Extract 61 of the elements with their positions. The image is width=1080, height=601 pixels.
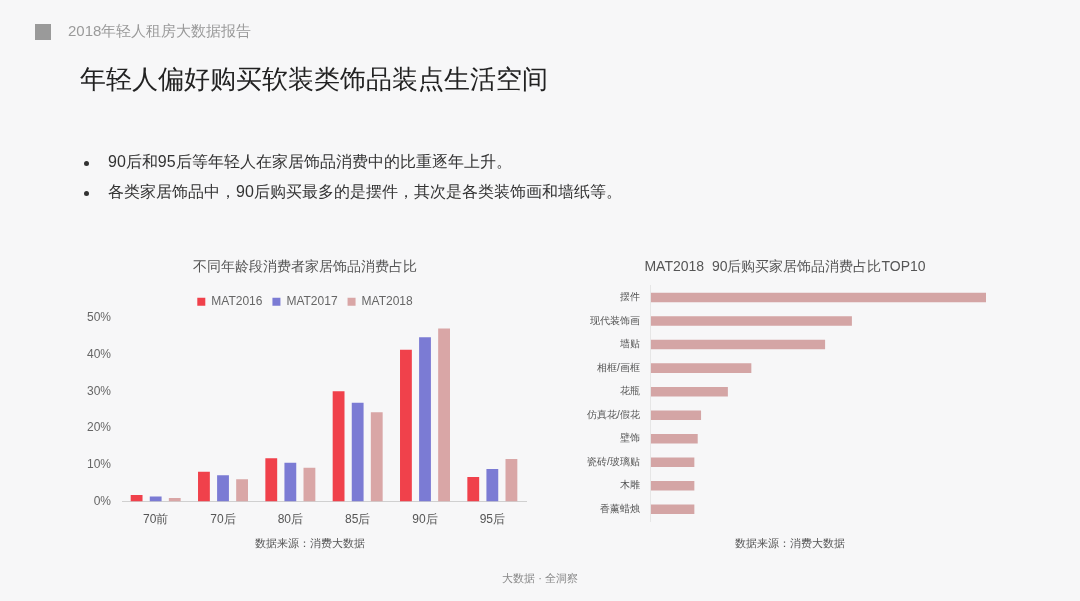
- x-tick-label: 70后: [210, 512, 236, 527]
- bar: [332, 391, 345, 502]
- bar: [351, 402, 364, 502]
- bar: [650, 504, 695, 514]
- text: 各类家居饰品中，90后购买最多的是摆件，其次是各类装饰画和墙纸等。: [108, 182, 622, 202]
- source-note: 数据来源：消费大数据: [254, 536, 366, 551]
- x-tick-label: 80后: [277, 512, 304, 527]
- x-tick-label: 70前: [143, 512, 169, 527]
- bar: [650, 386, 728, 397]
- bar: [149, 496, 162, 502]
- y-tick-label: 木雕: [619, 479, 640, 491]
- y-tick-label: 花瓶: [619, 385, 640, 397]
- bar: [650, 292, 986, 303]
- y-tick-label: 壁饰: [619, 432, 640, 444]
- bar: [400, 349, 412, 502]
- y-tick-label: 墙贴: [618, 338, 640, 350]
- chart-title: MAT2018 90后购买家居饰品消费占比TOP10: [644, 258, 926, 275]
- text: 年轻人偏好购买软装类饰品装点生活空间: [80, 63, 548, 96]
- bar: [650, 316, 852, 326]
- y-tick-label: 50%: [86, 310, 112, 325]
- x-tick-label: 90后: [412, 512, 438, 527]
- bar: [650, 480, 695, 491]
- y-tick-label: 仿真花/假花: [586, 408, 640, 420]
- legend-label: MAT2016: [211, 294, 263, 309]
- bar: [130, 494, 143, 502]
- bar: [650, 457, 695, 467]
- bar: [265, 458, 278, 502]
- x-tick-label: 85后: [344, 512, 371, 527]
- y-tick-label: 30%: [86, 383, 112, 398]
- bar: [486, 468, 499, 502]
- x-tick-label: 95后: [479, 512, 506, 527]
- source-note: 数据来源：消费大数据: [734, 536, 846, 551]
- text: 大数据 · 全洞察: [501, 571, 579, 586]
- bar: [650, 339, 826, 350]
- y-tick-label: 现代装饰画: [589, 314, 640, 326]
- bar: [467, 476, 480, 502]
- bar: [370, 412, 383, 502]
- legend-label: MAT2017: [286, 294, 338, 309]
- y-tick-label: 40%: [86, 346, 112, 361]
- legend-label: MAT2018: [361, 294, 414, 309]
- y-tick-label: 摆件: [619, 291, 640, 303]
- bar: [303, 467, 316, 502]
- bar: [236, 479, 248, 502]
- bar: [419, 337, 431, 502]
- text: 2018年轻人租房大数据报告: [68, 22, 252, 41]
- bar: [198, 471, 210, 502]
- bar: [217, 475, 229, 502]
- bar: [650, 363, 752, 373]
- text: 90后和95后等年轻人在家居饰品消费中的比重逐年上升。: [108, 152, 512, 172]
- y-tick-label: 香薰蜡烛: [599, 502, 640, 514]
- bar: [284, 462, 297, 502]
- y-tick-label: 10%: [86, 457, 112, 472]
- y-tick-label: 20%: [86, 420, 112, 435]
- y-tick-label: 相框/画框: [597, 361, 640, 373]
- bar: [650, 433, 698, 444]
- bar: [505, 458, 518, 502]
- y-tick-label: 瓷砖/玻璃贴: [587, 455, 640, 467]
- bar: [438, 328, 450, 502]
- bar: [650, 410, 702, 420]
- chart-title: 不同年龄段消费者家居饰品消费占比: [193, 258, 417, 275]
- y-tick-label: 0%: [93, 493, 112, 508]
